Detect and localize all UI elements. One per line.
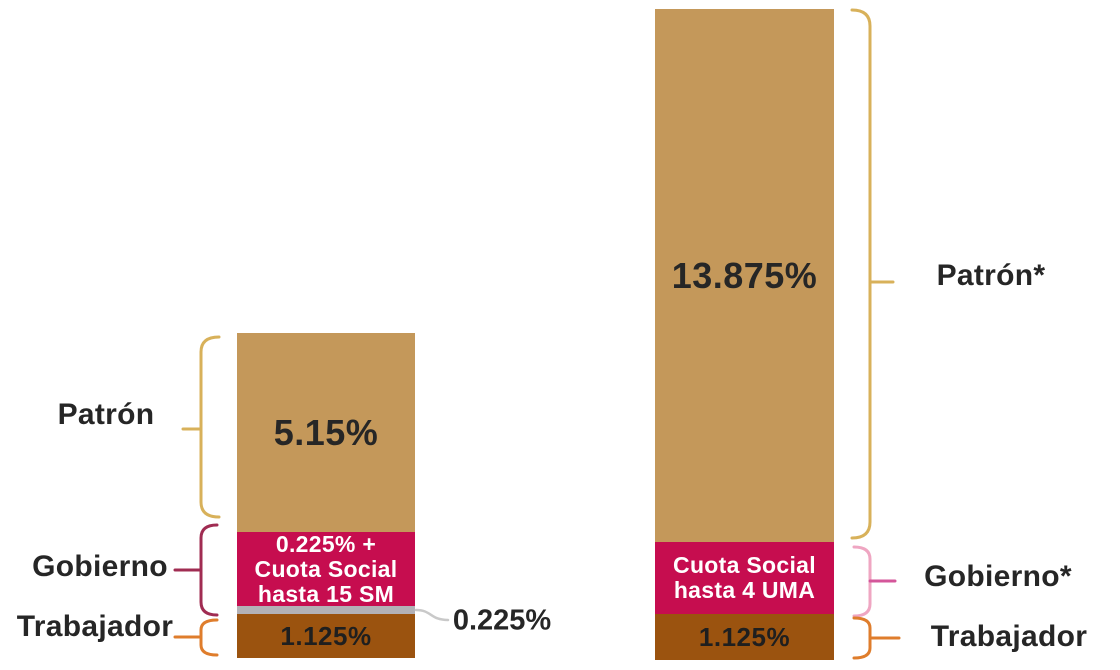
left-gobierno-brace bbox=[173, 523, 219, 617]
left-gobierno-segment: 0.225% + Cuota Social hasta 15 SM bbox=[237, 530, 415, 607]
right-patron-label: Patrón* bbox=[936, 259, 1046, 292]
left-patron-label: Patrón bbox=[57, 398, 155, 431]
left-trabajador-label: Trabajador bbox=[16, 610, 174, 643]
right-gobierno-line-1: Cuota Social bbox=[673, 552, 816, 578]
right-gobierno-segment: Cuota Social hasta 4 UMA bbox=[655, 542, 834, 614]
right-gobierno-label: Gobierno* bbox=[924, 560, 1072, 593]
right-patron-segment: 13.875% bbox=[655, 9, 834, 542]
left-gray-segment bbox=[237, 606, 415, 614]
right-trabajador-brace bbox=[852, 616, 901, 660]
left-trabajador-brace bbox=[173, 618, 219, 657]
left-gobierno-line-2: Cuota Social bbox=[254, 555, 398, 582]
right-trabajador-segment: 1.125% bbox=[655, 614, 834, 660]
left-gobierno-line-1: 0.225% + bbox=[275, 530, 377, 557]
right-stacked-column: 13.875% Cuota Social hasta 4 UMA 1.125% bbox=[655, 9, 834, 660]
left-patron-brace bbox=[181, 335, 221, 519]
right-patron-value: 13.875% bbox=[671, 254, 818, 296]
right-patron-brace bbox=[850, 8, 895, 540]
right-trabajador-value: 1.125% bbox=[698, 621, 791, 652]
left-patron-segment: 5.15% bbox=[237, 333, 415, 532]
left-trabajador-segment: 1.125% bbox=[237, 614, 415, 658]
gray-segment-callout-value: 0.225% bbox=[452, 604, 552, 637]
right-gobierno-brace bbox=[852, 545, 897, 618]
left-stacked-column: 5.15% 0.225% + Cuota Social hasta 15 SM … bbox=[237, 333, 415, 658]
gray-callout-connector bbox=[414, 608, 450, 622]
left-gobierno-line-3: hasta 15 SM bbox=[257, 580, 395, 607]
right-trabajador-label: Trabajador bbox=[930, 620, 1088, 653]
left-gobierno-label: Gobierno bbox=[32, 550, 168, 583]
left-patron-value: 5.15% bbox=[273, 411, 379, 453]
left-trabajador-value: 1.125% bbox=[280, 620, 372, 651]
right-gobierno-line-2: hasta 4 UMA bbox=[673, 577, 816, 603]
